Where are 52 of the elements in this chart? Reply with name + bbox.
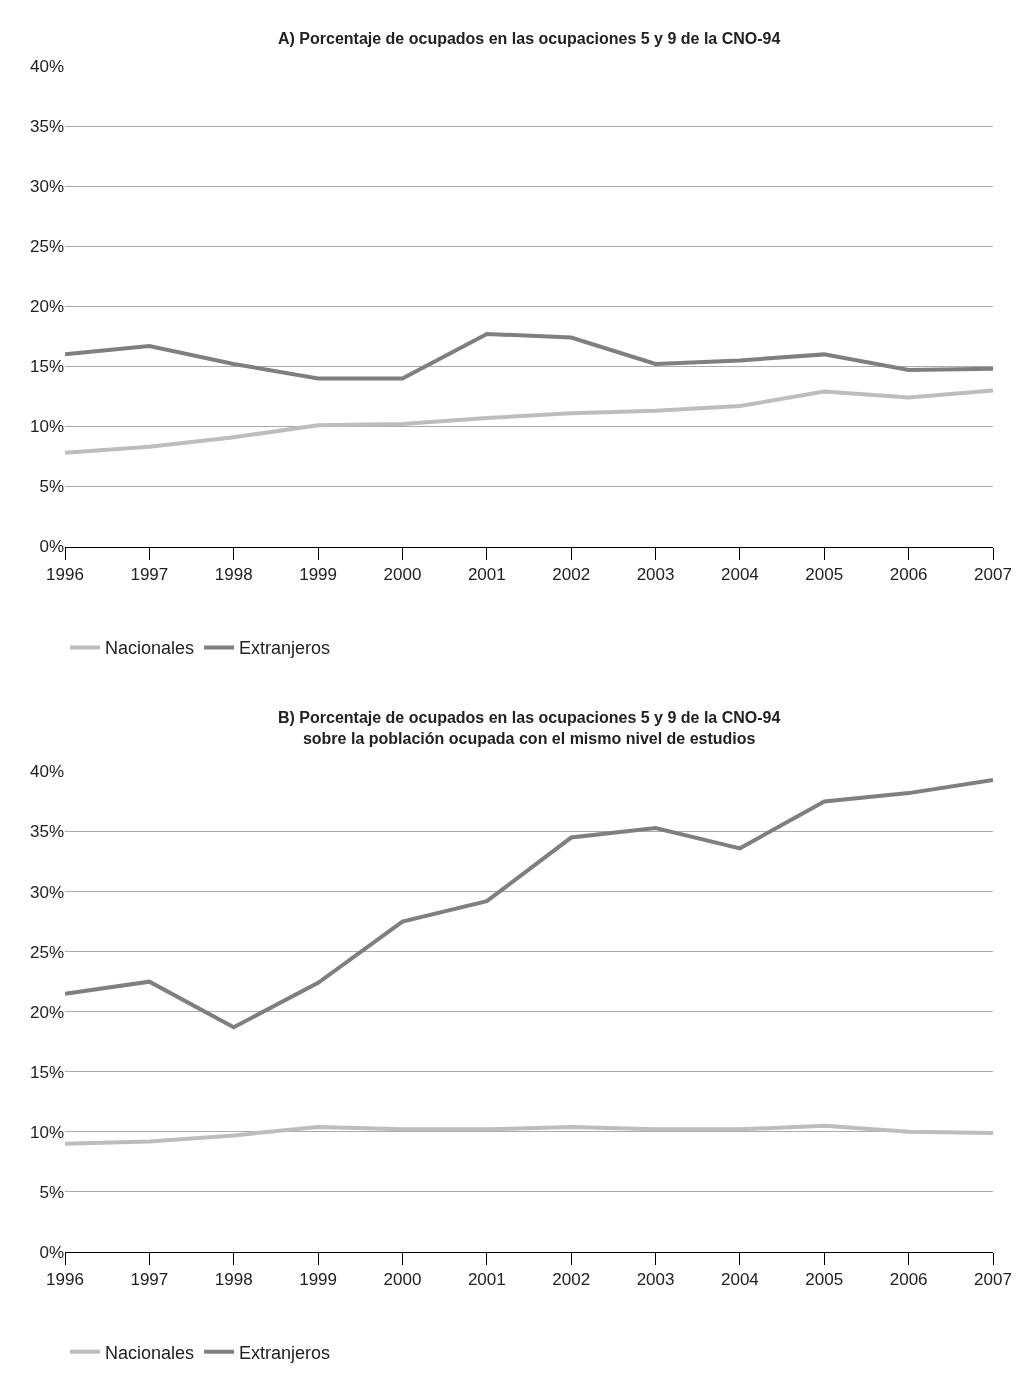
y-tick-label: 20% — [29, 297, 64, 317]
x-tick-label: 2002 — [552, 564, 591, 584]
chart-title: B) Porcentaje de ocupados en las ocupaciones 5 y 9 de la CNO-94 sobre la población ocupada con el mismo nivel de estudios — [278, 709, 781, 747]
y-tick-label: 35% — [29, 117, 64, 137]
y-tick-label: 15% — [29, 1062, 64, 1082]
x-tick-label: 2002 — [552, 1270, 591, 1290]
x-tick-label: 2004 — [721, 1270, 759, 1290]
legend-label: Extranjeros — [239, 1342, 331, 1363]
legend-label: Nacionales — [105, 1342, 195, 1363]
y-tick-label: 5% — [39, 477, 64, 497]
y-tick-label: 20% — [29, 1002, 64, 1022]
y-tick-label: 25% — [29, 942, 64, 962]
x-tick-label: 2003 — [636, 564, 675, 584]
line-series — [65, 777, 993, 1030]
x-tick-label: 2007 — [974, 1270, 1012, 1290]
legend-label: Extranjeros — [239, 638, 331, 659]
y-tick-label: 30% — [29, 177, 64, 197]
x-tick-label: 1998 — [214, 564, 253, 584]
y-tick-label: 0% — [39, 537, 64, 557]
x-tick-label: 1999 — [299, 1270, 337, 1290]
y-tick-label: 10% — [29, 1122, 64, 1142]
legend-label: Nacionales — [105, 638, 195, 659]
y-tick-label: 30% — [29, 882, 64, 902]
x-tick-label: 2006 — [889, 564, 928, 584]
y-tick-label: 35% — [29, 822, 64, 842]
x-tick-label: 2000 — [383, 564, 422, 584]
y-tick-label: 40% — [29, 762, 64, 782]
x-tick-label: 2007 — [974, 564, 1012, 584]
x-tick-label: 1996 — [46, 564, 84, 584]
x-tick-label: 2006 — [889, 1270, 928, 1290]
y-tick-label: 40% — [29, 57, 64, 77]
line-series — [65, 331, 993, 381]
line-series — [65, 388, 993, 455]
y-tick-label: 10% — [29, 417, 64, 437]
y-tick-label: 25% — [29, 237, 64, 257]
x-tick-label: 2001 — [467, 1270, 506, 1290]
x-tick-label: 1996 — [46, 1270, 84, 1290]
x-tick-label: 2001 — [467, 564, 506, 584]
chart-title: A) Porcentaje de ocupados en las ocupaciones 5 y 9 de la CNO-94 — [278, 30, 781, 47]
y-tick-label: 15% — [29, 357, 64, 377]
y-tick-label: 5% — [39, 1182, 64, 1202]
x-tick-label: 1998 — [214, 1270, 253, 1290]
y-tick-label: 0% — [39, 1242, 64, 1262]
x-tick-label: 1997 — [130, 564, 169, 584]
x-tick-label: 2004 — [721, 564, 759, 584]
x-tick-label: 1997 — [130, 1270, 169, 1290]
x-tick-label: 2005 — [805, 564, 844, 584]
x-tick-label: 2003 — [636, 1270, 675, 1290]
x-tick-label: 2005 — [805, 1270, 844, 1290]
x-tick-label: 2000 — [383, 1270, 422, 1290]
line-series — [65, 1123, 993, 1146]
x-tick-label: 1999 — [299, 564, 337, 584]
